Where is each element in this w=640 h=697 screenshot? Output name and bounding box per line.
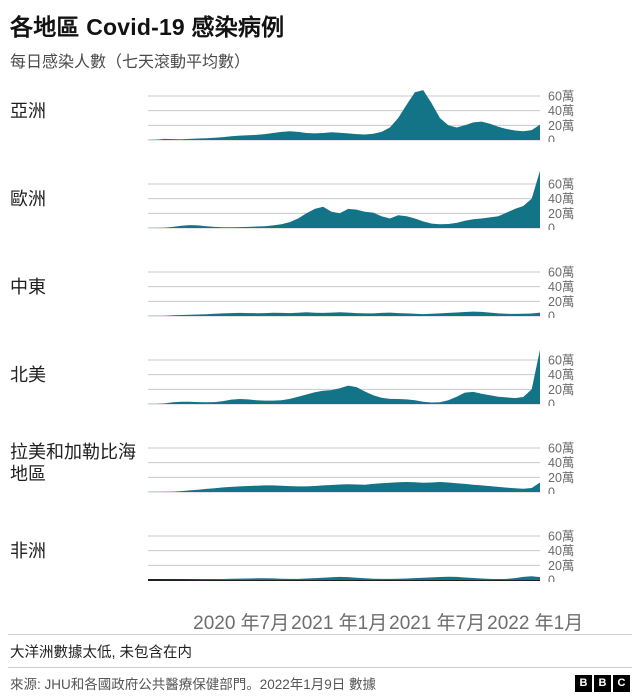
area-series <box>148 576 540 580</box>
y-tick-label: 0 <box>548 398 555 407</box>
y-tick-label: 40萬 <box>548 544 574 558</box>
y-tick-label: 60萬 <box>548 353 574 367</box>
source-note: 來源: JHU和各國政府公共醫療保健部門。2022年1月9日 數據 <box>10 677 377 692</box>
x-axis-label: 2021 年7月 <box>389 613 486 634</box>
region-label: 歐洲 <box>10 188 46 209</box>
region-row: 非洲 60萬 40萬 20萬 0 <box>0 520 640 582</box>
x-axis-label: 2022 年1月 <box>487 613 584 634</box>
source-row: 來源: JHU和各國政府公共醫療保健部門。2022年1月9日 數據 B B C <box>8 667 632 697</box>
y-tick-label: 40萬 <box>548 192 574 206</box>
y-tick-label: 60萬 <box>548 529 574 543</box>
y-tick-label: 40萬 <box>548 456 574 470</box>
chart-title: 各地區 Covid-19 感染病例 <box>10 14 285 40</box>
y-tick-label: 20萬 <box>548 559 574 573</box>
bbc-logo-letter: B <box>575 674 592 692</box>
region-row: 亞洲 60萬 40萬 20萬 0 <box>0 80 640 142</box>
bbc-logo-letter: B <box>594 674 611 692</box>
y-tick-label: 0 <box>548 574 555 583</box>
y-tick-label: 60萬 <box>548 441 574 455</box>
chart-subtitle: 每日感染人數（七天滾動平均數） <box>10 54 251 71</box>
area-series <box>148 90 540 140</box>
y-tick-label: 60萬 <box>548 177 574 191</box>
chart-header: 各地區 Covid-19 感染病例 每日感染人數（七天滾動平均數） <box>0 0 640 74</box>
region-label: 非洲 <box>10 540 46 561</box>
y-tick-label: 60萬 <box>548 265 574 279</box>
y-tick-label: 0 <box>548 310 555 319</box>
x-axis-label: 2021 年1月 <box>291 613 388 634</box>
region-row: 中東 60萬 40萬 20萬 0 <box>0 256 640 318</box>
y-tick-label: 60萬 <box>548 89 574 103</box>
bbc-logo: B B C <box>575 674 630 692</box>
area-series <box>148 311 540 316</box>
y-tick-label: 40萬 <box>548 104 574 118</box>
region-label: 拉美和加勒比海地區 <box>10 441 136 485</box>
y-tick-label: 0 <box>548 134 555 143</box>
y-tick-label: 20萬 <box>548 295 574 309</box>
region-label: 北美 <box>10 364 46 385</box>
y-tick-label: 20萬 <box>548 383 574 397</box>
y-tick-label: 0 <box>548 222 555 231</box>
y-tick-label: 40萬 <box>548 368 574 382</box>
footnote: 大洋洲數據太低, 未包含在内 <box>8 634 632 667</box>
area-series <box>148 349 540 404</box>
y-tick-label: 20萬 <box>548 119 574 133</box>
region-row: 歐洲 60萬 40萬 20萬 0 <box>0 168 640 230</box>
region-label: 亞洲 <box>10 100 46 121</box>
region-row: 拉美和加勒比海地區 60萬 40萬 20萬 0 <box>0 432 640 494</box>
area-series <box>148 482 540 492</box>
x-axis-label: 2020 年7月 <box>193 613 290 634</box>
chart-rows: 亞洲 60萬 40萬 20萬 0 歐洲 60萬 40萬 20萬 0 中東 60萬 40萬 20萬… <box>0 74 640 582</box>
bbc-logo-letter: C <box>613 674 630 692</box>
x-axis-labels: 2020 年7月 2021 年1月 2021 年7月 2022 年1月 <box>148 608 583 634</box>
region-row: 北美 60萬 40萬 20萬 0 <box>0 344 640 406</box>
region-label: 中東 <box>10 276 46 297</box>
area-series <box>148 170 540 228</box>
y-tick-label: 20萬 <box>548 207 574 221</box>
y-tick-label: 40萬 <box>548 280 574 294</box>
y-tick-label: 20萬 <box>548 471 574 485</box>
y-tick-label: 0 <box>548 486 555 495</box>
